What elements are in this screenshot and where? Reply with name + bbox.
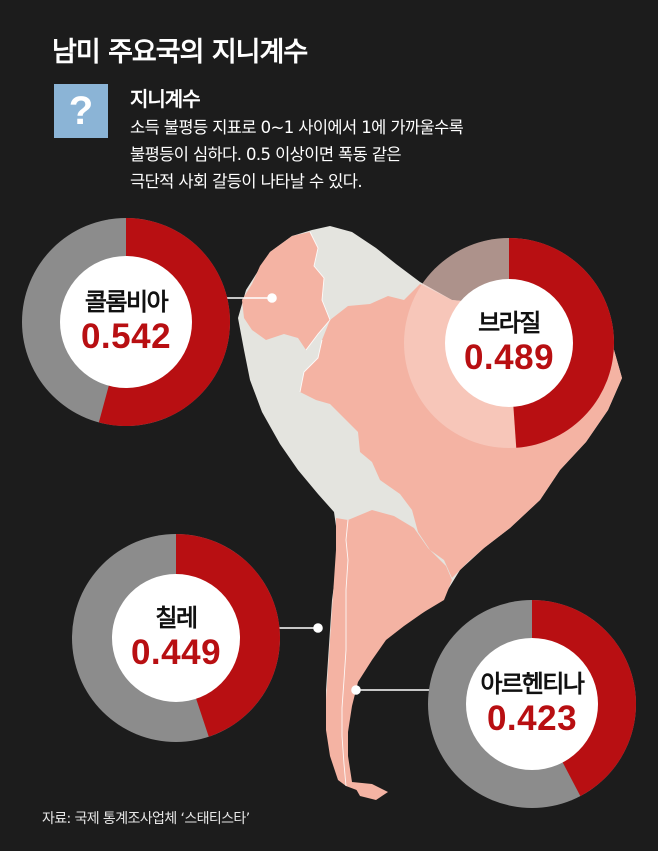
page-title: 남미 주요국의 지니계수 [52, 37, 308, 68]
gini-value: 0.449 [130, 633, 222, 672]
gini-value: 0.542 [80, 317, 172, 356]
source-note: 자료: 국제 통계조사업체 ‘스태티스타’ [42, 811, 250, 827]
connector-dot-chile [313, 623, 323, 633]
country-name: 칠레 [155, 604, 198, 632]
country-name: 브라질 [478, 309, 541, 337]
donut-chart-argentina [428, 600, 636, 808]
donut-hole [466, 638, 598, 770]
map-tierra-del-fuego [352, 782, 388, 800]
map-chile [326, 518, 348, 786]
donut-label-chile: 칠레 0.449 [72, 534, 280, 742]
map-colombia [242, 232, 330, 350]
donut-colombia: 콜롬비아 0.542 [22, 218, 230, 426]
donut-label-brazil: 브라질 0.489 [404, 238, 614, 448]
gini-value: 0.489 [463, 338, 555, 377]
question-mark-icon: ? [54, 84, 108, 138]
connector-dot-colombia [267, 293, 277, 303]
donut-label-colombia: 콜롬비아 0.542 [22, 218, 230, 426]
donut-chile: 칠레 0.449 [72, 534, 280, 742]
donut-chart-colombia [22, 218, 230, 426]
donut-chart-brazil [404, 238, 614, 448]
donut-argentina: 아르헨티나 0.423 [428, 600, 636, 808]
donut-hole [60, 256, 192, 388]
donut-chart-chile [72, 534, 280, 742]
country-name: 콜롬비아 [84, 288, 169, 316]
donut-hole [445, 279, 573, 407]
donut-hole [112, 574, 240, 702]
connector-dot-argentina [351, 685, 361, 695]
definition-line: 불평등이 심하다. 0.5 이상이면 폭동 같은 [130, 145, 402, 164]
donut-label-argentina: 아르헨티나 0.423 [428, 600, 636, 808]
definition-line: 소득 불평등 지표로 0~1 사이에서 1에 가까울수록 [130, 118, 464, 137]
map-border-lines [299, 231, 349, 787]
gini-value: 0.423 [486, 699, 578, 738]
definition-text: 소득 불평등 지표로 0~1 사이에서 1에 가까울수록 불평등이 심하다. 0… [130, 114, 630, 195]
definition-line: 극단적 사회 갈등이 나타날 수 있다. [130, 172, 363, 191]
donut-brazil: 브라질 0.489 [404, 238, 614, 448]
definition-title: 지니계수 [130, 87, 201, 111]
map-argentina [342, 510, 452, 792]
country-name: 아르헨티나 [480, 670, 585, 698]
